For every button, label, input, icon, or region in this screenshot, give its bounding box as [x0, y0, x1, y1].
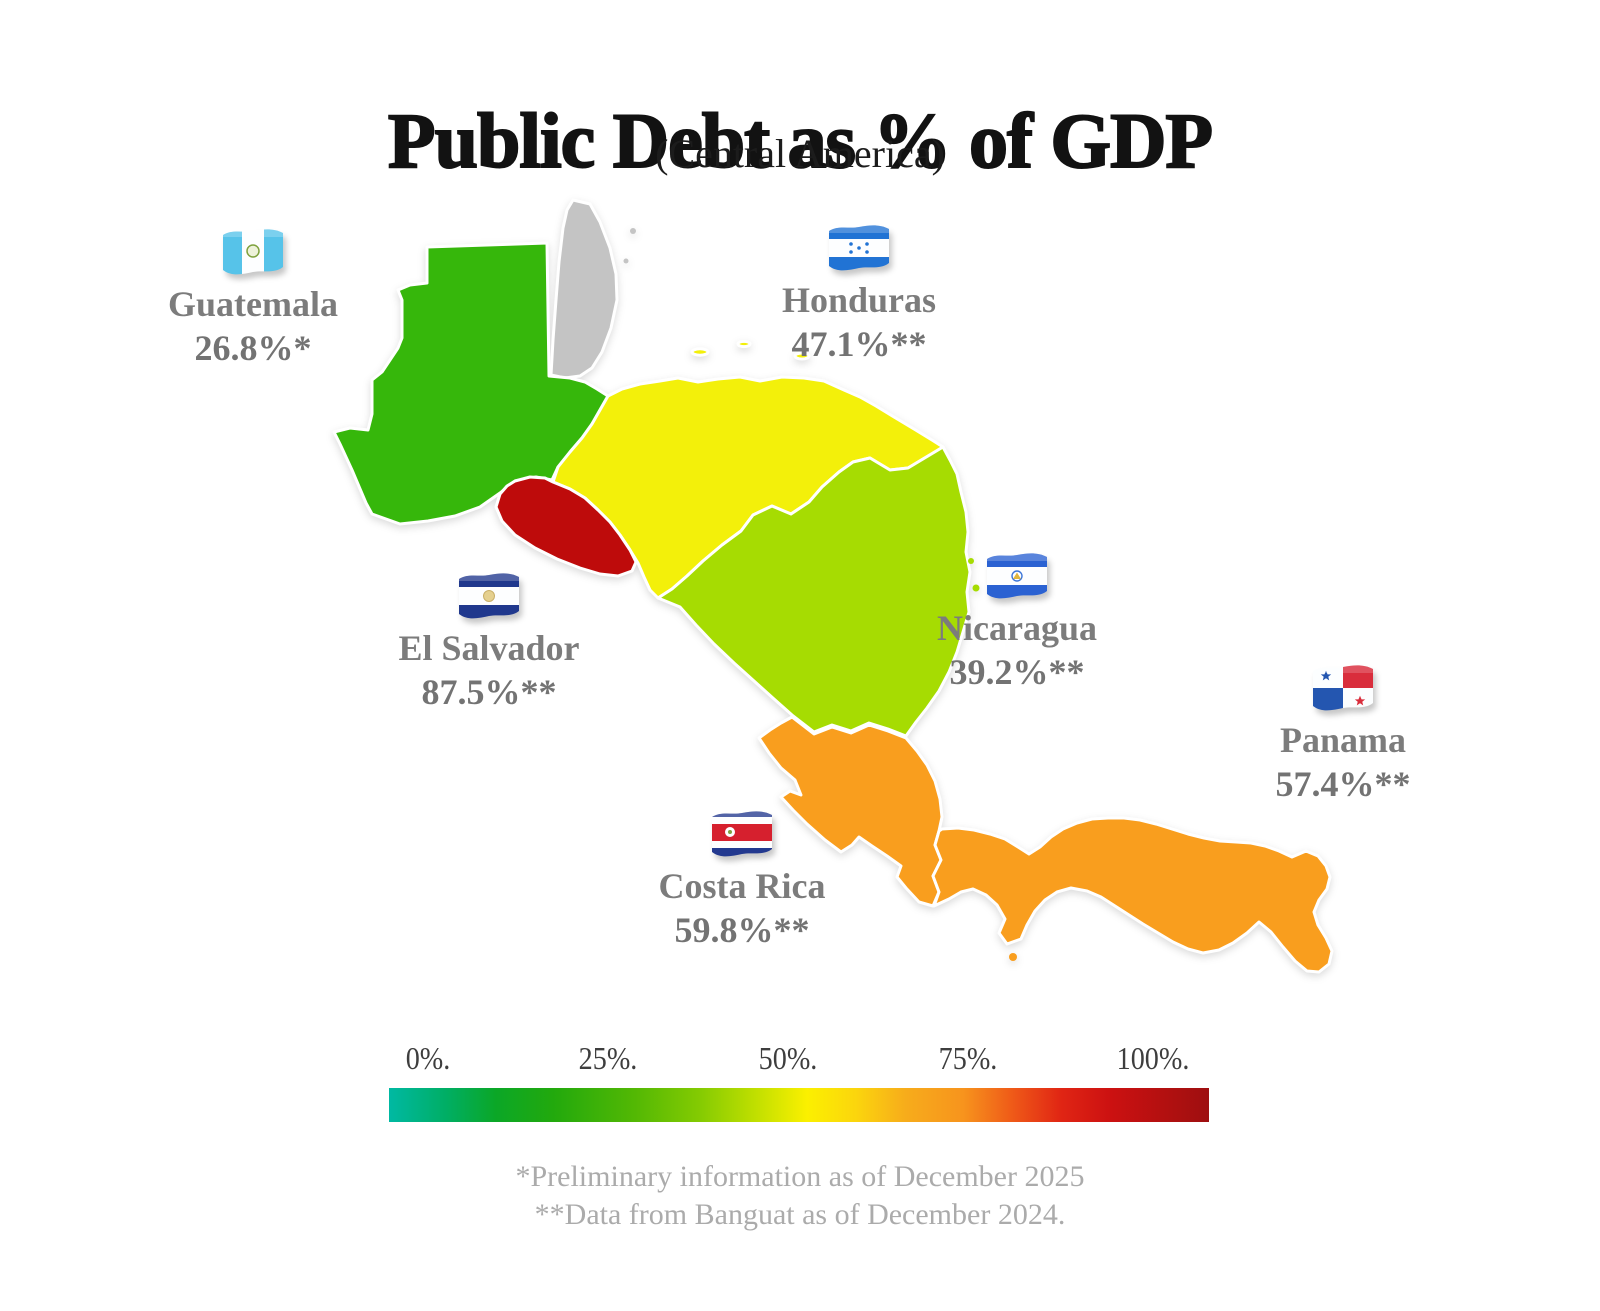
honduras-bay-island: [690, 347, 710, 357]
panama-flag-icon: [1313, 665, 1373, 711]
nicaragua-flag-icon: [987, 553, 1047, 599]
legend-tick-100: 100%.: [1116, 1040, 1190, 1076]
country-value: 47.1%**: [791, 324, 927, 364]
legend-tick-50: 50%.: [758, 1040, 817, 1076]
country-name: Honduras: [781, 280, 937, 320]
country-shape-nicaragua: [656, 445, 972, 738]
legend-gradient-bar: [389, 1088, 1209, 1122]
honduras-flag-icon: [829, 225, 889, 271]
color-scale-legend: 0%. 25%. 50%. 75%. 100%.: [389, 1040, 1209, 1122]
country-value: 59.8%**: [674, 910, 810, 950]
page-title: Public Debt as % of GDP: [387, 96, 1214, 185]
belize-cay-islet: [630, 228, 636, 234]
el-salvador-flag-icon: [459, 573, 519, 619]
panama-islet: [1009, 953, 1017, 961]
country-name: Nicaragua: [937, 608, 1097, 648]
country-value: 57.4%**: [1275, 764, 1411, 804]
country-name: El Salvador: [398, 628, 580, 668]
country-shape-costa-rica: [757, 715, 944, 908]
country-name: Costa Rica: [658, 866, 826, 906]
label-honduras: Honduras 47.1%**: [729, 222, 989, 362]
legend-tick-labels: 0%. 25%. 50%. 75%. 100%.: [389, 1040, 1209, 1082]
legend-tick-25: 25%.: [578, 1040, 638, 1076]
country-value: 87.5%**: [421, 672, 557, 712]
country-value: 39.2%**: [949, 652, 1085, 692]
country-name: Guatemala: [168, 284, 338, 324]
country-shape-el-salvador: [494, 475, 638, 578]
nicaragua-islet: [968, 558, 974, 564]
country-shape-panama: [931, 816, 1334, 974]
footnote-preliminary: *Preliminary information as of December …: [515, 1160, 1085, 1193]
label-panama: Panama 57.4%**: [1213, 662, 1473, 802]
nicaragua-islet: [972, 584, 980, 592]
footnotes: *Preliminary information as of December …: [0, 1158, 1600, 1235]
country-shape-belize: [549, 198, 619, 380]
label-guatemala: Guatemala 26.8%*: [123, 226, 383, 366]
page-subtitle: (Central America): [655, 131, 945, 176]
legend-tick-75: 75%.: [938, 1040, 998, 1076]
label-el-salvador: El Salvador 87.5%**: [359, 570, 619, 710]
label-costa-rica: Costa Rica 59.8%**: [612, 808, 872, 948]
legend-tick-0: 0%.: [406, 1040, 451, 1076]
label-nicaragua: Nicaragua 39.2%**: [887, 550, 1147, 690]
guatemala-flag-icon: [223, 229, 283, 275]
footnote-source: **Data from Banguat as of December 2024.: [534, 1198, 1066, 1232]
costa-rica-flag-icon: [712, 811, 772, 857]
belize-cay-islet: [623, 258, 629, 264]
honduras-bay-island: [736, 339, 752, 349]
country-name: Panama: [1280, 720, 1406, 760]
country-value: 26.8%*: [194, 328, 312, 368]
honduras-bay-island: [793, 351, 811, 361]
